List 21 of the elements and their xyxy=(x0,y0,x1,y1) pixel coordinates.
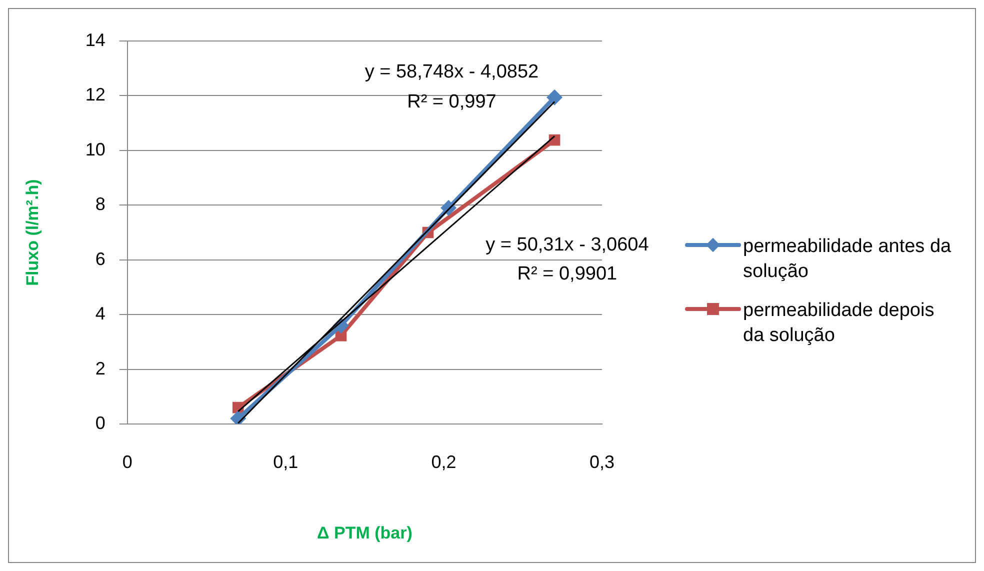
x-axis-title: Δ PTM (bar) xyxy=(317,523,412,542)
x-tick-label: 0,3 xyxy=(589,452,615,472)
y-axis-title: Fluxo (l/m².h) xyxy=(22,179,42,286)
x-tick-label: 0,2 xyxy=(431,452,456,472)
annotation: y = 58,748x - 4,0852 xyxy=(364,61,539,82)
y-tick-label: 2 xyxy=(95,358,106,378)
legend-label: permeabilidade depois da solução xyxy=(743,299,936,348)
x-tick-label: 0 xyxy=(122,452,132,472)
annotation: y = 50,31x - 3,0604 xyxy=(486,234,650,256)
y-tick-label: 12 xyxy=(85,84,106,105)
y-tick-label: 10 xyxy=(85,139,106,160)
point xyxy=(546,89,563,106)
y-tick-label: 6 xyxy=(95,248,106,269)
y-tick-label: 4 xyxy=(95,304,106,324)
annotation: R² = 0,997 xyxy=(407,92,496,113)
y-tick-label: 14 xyxy=(85,30,106,50)
x-tick-label: 0,1 xyxy=(273,452,298,472)
legend-label: permeabilidade antes da solução xyxy=(743,235,952,284)
y-tick-label: 0 xyxy=(95,412,106,433)
y-tick-label: 8 xyxy=(95,194,106,214)
annotation: R² = 0,9901 xyxy=(517,264,618,285)
